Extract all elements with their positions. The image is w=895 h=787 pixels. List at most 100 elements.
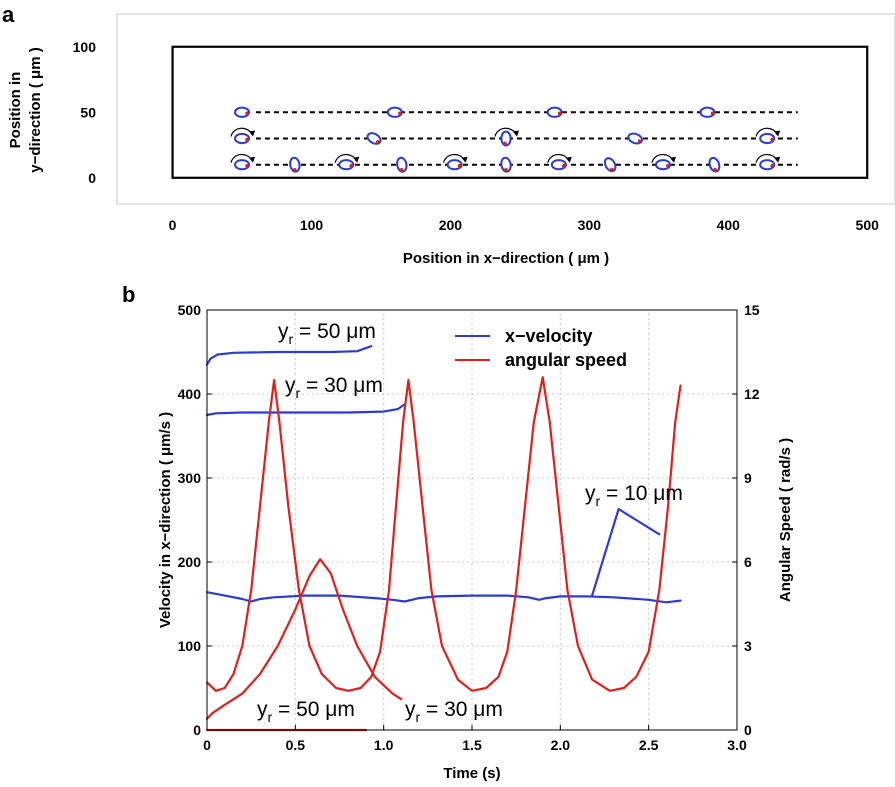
particle-y10-5 xyxy=(500,156,512,173)
annotation-bottom-yr-50: yr = 50 μm xyxy=(257,698,355,725)
rotation-arrow-icon xyxy=(755,153,781,163)
annotation-bottom-yr-30: yr = 30 μm xyxy=(405,698,503,725)
panel-b-y-axis-label-right: Angular Speed ( rad/s ) xyxy=(777,438,794,602)
panel-b-y-right-tick-12: 12 xyxy=(744,386,760,402)
particle-y50-3 xyxy=(699,106,716,118)
particle-marker xyxy=(245,163,249,168)
panel-b-y-right-tick-0: 0 xyxy=(744,722,752,738)
panel-b-x-tick-2.5: 2.5 xyxy=(639,737,659,753)
particle-marker xyxy=(504,167,508,172)
panel-b-x-tick-2.0: 2.0 xyxy=(551,737,571,753)
particle-y10-9 xyxy=(708,156,721,173)
particle-y50-1 xyxy=(386,106,403,118)
particle-ellipse xyxy=(234,159,251,171)
particle-marker xyxy=(770,137,774,142)
particle-ellipse xyxy=(396,156,408,173)
panel-b-x-axis-label: Time (s) xyxy=(443,765,500,782)
particle-ellipse xyxy=(234,106,251,118)
panel-a-x-tick-400: 400 xyxy=(717,217,741,233)
series-line-5 xyxy=(205,558,403,720)
panel-b-y-tick-200: 200 xyxy=(178,554,202,570)
panel-a-y-axis-label-line2: y−direction ( μm ) xyxy=(27,47,44,172)
rotation-arrow-icon xyxy=(651,153,676,163)
particle-marker xyxy=(770,163,774,168)
particle-ellipse xyxy=(500,130,512,147)
particle-ellipse xyxy=(289,156,301,173)
annotation-mid-yr-10: yr = 10 μm xyxy=(585,482,683,509)
panel-a-letter: a xyxy=(2,2,15,27)
particle-marker xyxy=(666,163,670,168)
panel-b-y-tick-300: 300 xyxy=(178,470,202,486)
particle-ellipse xyxy=(234,132,251,145)
particle-ellipse xyxy=(446,159,463,171)
particle-ellipse xyxy=(386,106,403,118)
particle-y30-3 xyxy=(627,132,643,145)
panel-a-x-tick-0: 0 xyxy=(169,217,177,233)
particle-marker xyxy=(503,141,507,146)
annotation-top-yr-30: yr = 30 μm xyxy=(285,374,383,401)
panel-b-y-tick-100: 100 xyxy=(178,638,202,654)
rotation-arrow-icon xyxy=(334,153,360,163)
particle-y30-1 xyxy=(366,132,382,145)
panel-a-x-tick-500: 500 xyxy=(856,217,880,233)
particle-marker xyxy=(557,111,562,116)
panel-a-x-tick-300: 300 xyxy=(578,217,602,233)
series-line-3 xyxy=(590,508,661,597)
legend-label-angular-speed: angular speed xyxy=(505,350,627,370)
rotation-arrow-icon xyxy=(230,153,256,163)
particle-marker xyxy=(349,163,354,168)
particle-ellipse xyxy=(338,159,355,171)
rotation-arrow-icon xyxy=(230,127,256,137)
particle-marker xyxy=(710,111,715,116)
panel-b-y-right-tick-3: 3 xyxy=(744,638,752,654)
panel-b-y-right-tick-15: 15 xyxy=(744,302,760,318)
panel-b-y-tick-500: 500 xyxy=(178,302,202,318)
panel-b-x-tick-0: 0 xyxy=(203,737,211,753)
panel-a-tracks xyxy=(230,106,798,173)
series-line-2 xyxy=(205,591,682,604)
particle-marker xyxy=(610,167,614,172)
particle-marker xyxy=(561,163,566,168)
panel-a-y-tick-0: 0 xyxy=(88,170,96,186)
particle-y30-4 xyxy=(759,132,776,145)
particle-marker xyxy=(292,167,297,172)
particle-marker xyxy=(713,167,717,172)
particle-y50-0 xyxy=(234,106,251,118)
panel-a: a 0 100 200 300 400 500 0 50 100 Position in x−d… xyxy=(2,2,895,267)
particle-marker xyxy=(245,137,249,142)
particle-y10-3 xyxy=(396,156,408,173)
panel-b-grid xyxy=(207,310,737,730)
annotation-top-yr-50: yr = 50 μm xyxy=(278,320,376,347)
rotation-arrow-icon xyxy=(443,153,468,163)
panel-a-x-axis-label: Position in x−direction ( μm ) xyxy=(403,250,609,267)
particle-marker xyxy=(637,139,642,143)
rotation-arrow-icon xyxy=(755,127,781,137)
particle-y50-2 xyxy=(546,106,563,118)
particle-y10-8 xyxy=(654,159,671,171)
particle-ellipse xyxy=(366,132,382,145)
channel-wall xyxy=(171,45,869,179)
particle-ellipse xyxy=(603,157,617,173)
panel-a-y-tick-50: 50 xyxy=(80,104,96,120)
particle-y10-10 xyxy=(759,159,776,171)
legend: x−velocity angular speed xyxy=(455,326,627,370)
particle-ellipse xyxy=(759,132,776,145)
panel-a-x-tick-100: 100 xyxy=(300,217,324,233)
panel-b-y-tick-0: 0 xyxy=(193,722,201,738)
panel-b-y-axis-label: Velocity in x−direction ( μm/s ) xyxy=(157,412,174,628)
particle-y10-6 xyxy=(550,159,567,171)
particle-y10-0 xyxy=(234,159,251,171)
particle-ellipse xyxy=(627,132,643,145)
particle-y30-2 xyxy=(500,130,512,147)
particle-marker xyxy=(398,111,402,116)
legend-label-x-velocity: x−velocity xyxy=(505,326,593,346)
series-line-1 xyxy=(205,403,406,417)
panel-b-x-tick-0.5: 0.5 xyxy=(286,737,306,753)
panel-b-y-tick-400: 400 xyxy=(178,386,202,402)
particle-marker xyxy=(376,140,380,144)
rotation-arrow-icon xyxy=(494,127,519,137)
series-line-4 xyxy=(205,376,682,692)
panel-a-plot-frame xyxy=(116,13,895,205)
particle-ellipse xyxy=(654,159,671,171)
